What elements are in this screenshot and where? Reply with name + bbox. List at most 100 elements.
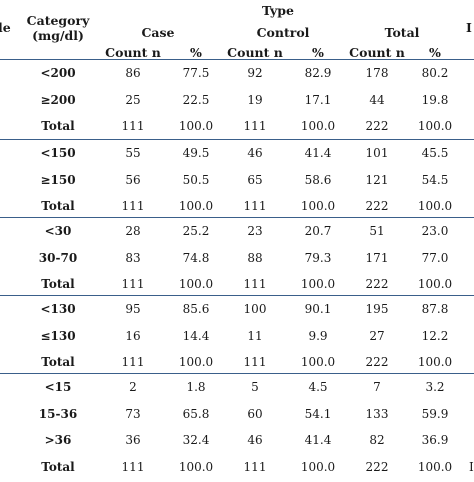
control-header: Control [256,25,310,40]
table-row: <130 95 85.6 100 90.1 195 87.8 [0,298,474,324]
control-percent-cell: 58.6 [304,172,332,187]
case-count-cell: 111 [121,459,145,474]
case-count-cell: 55 [125,146,141,160]
row-category-label: <30 [44,224,72,238]
total-count-cell: 7 [373,380,381,394]
row-category-label: Total [41,459,75,474]
case-percent-cell: 1.8 [186,380,206,394]
case-percent-cell: 22.5 [182,92,210,107]
case-count-cell: 111 [121,277,145,291]
case-percent-cell: 65.8 [182,406,210,421]
case-percent-cell: 50.5 [182,172,210,187]
control-count-cell: 46 [247,146,263,160]
control-percent-cell: 79.3 [304,250,332,265]
total-percent-cell: 54.5 [421,172,449,187]
control-percent-cell: 17.1 [304,92,332,107]
total-count-cell: 51 [369,224,385,238]
total-count-cell: 195 [365,302,389,316]
case-header: Case [141,25,175,40]
total-percent-cell: 12.2 [421,328,449,343]
control-percent-cell: 54.1 [304,406,332,421]
right-cut-column-header: I [466,20,472,35]
total-count-cell: 222 [365,355,389,369]
control-percent-cell: 90.1 [304,302,332,316]
case-count-cell: 28 [125,224,141,238]
case-count-cell: 25 [125,92,141,107]
total-percent-cell: 100.0 [417,119,453,133]
case-percent-cell: 14.4 [182,328,210,343]
control-percent-cell: 41.4 [304,146,332,160]
control-count-cell: 111 [243,119,267,133]
control-percent-cell: 100.0 [300,277,336,291]
total-percent-cell: 100.0 [417,199,453,213]
row-category-label: Total [41,199,75,213]
total-count-cell: 133 [365,406,389,421]
case-percent-cell: 100.0 [178,355,214,369]
total-count-cell: 44 [369,92,385,107]
total-percent-cell: 59.9 [421,406,449,421]
case-percent-header: % [190,45,202,60]
control-count-cell: 111 [243,199,267,213]
category-header-line1: Category [26,13,90,28]
table-row: 15-36 73 65.8 60 54.1 133 59.9 [0,403,474,429]
case-percent-cell: 100.0 [178,277,214,291]
case-count-cell: 83 [125,250,141,265]
row-category-label: 30-70 [38,250,78,265]
total-count-cell: 222 [365,459,389,474]
table-row: <150 55 49.5 46 41.4 101 45.5 [0,142,474,168]
case-percent-cell: 100.0 [178,199,214,213]
total-row: Total 111 100.0 111 100.0 222 100.0 [0,273,474,299]
row-category-label: 15-36 [38,406,78,421]
total-percent-cell: 100.0 [417,277,453,291]
row-category-label: ≤130 [40,328,76,343]
control-count-cell: 60 [247,406,263,421]
control-percent-cell: 100.0 [300,355,336,369]
total-percent-header: % [429,45,441,60]
case-count-cell: 16 [125,328,141,343]
case-percent-cell: 74.8 [182,250,210,265]
case-percent-cell: 100.0 [178,119,214,133]
total-count-cell: 101 [365,146,389,160]
case-count-cell: 111 [121,199,145,213]
case-count-cell: 111 [121,119,145,133]
control-count-cell: 111 [243,277,267,291]
case-count-header: Count n [105,45,161,60]
total-count-cell: 222 [365,277,389,291]
table-row: <30 28 25.2 23 20.7 51 23.0 [0,220,474,246]
row-category-label: ≥150 [40,172,76,187]
total-header: Total [384,25,420,40]
table-row: ≥200 25 22.5 19 17.1 44 19.8 [0,89,474,115]
row-category-label: Total [41,119,75,133]
total-percent-cell: 3.2 [425,380,445,394]
case-percent-cell: 49.5 [182,146,210,160]
total-percent-cell: 77.0 [421,250,449,265]
row-category-label: <130 [40,302,76,316]
right-cut-cell: I [469,459,474,474]
type-header: Type [262,3,294,18]
case-count-cell: 86 [125,66,141,80]
control-count-cell: 46 [247,433,263,447]
group-divider [0,295,474,296]
table-row: <200 86 77.5 92 82.9 178 80.2 [0,62,474,88]
table-row: <15 2 1.8 5 4.5 7 3.2 [0,376,474,402]
table-row: >36 36 32.4 46 41.4 82 36.9 [0,429,474,455]
control-percent-cell: 100.0 [300,119,336,133]
control-count-cell: 19 [247,92,263,107]
table-row: ≥150 56 50.5 65 58.6 121 54.5 [0,169,474,195]
control-percent-cell: 82.9 [304,66,332,80]
case-count-cell: 56 [125,172,141,187]
total-count-header: Count n [349,45,405,60]
group-divider [0,59,474,60]
case-count-cell: 73 [125,406,141,421]
control-count-cell: 111 [243,355,267,369]
total-count-cell: 222 [365,199,389,213]
case-count-cell: 36 [125,433,141,447]
total-percent-cell: 87.8 [421,302,449,316]
left-cut-column-header: le [0,20,11,35]
control-count-cell: 11 [247,328,263,343]
case-percent-cell: 77.5 [182,66,210,80]
total-row: Total 111 100.0 111 100.0 222 100.0 I [0,456,474,482]
case-count-cell: 2 [129,380,137,394]
control-percent-cell: 4.5 [308,380,328,394]
control-count-cell: 5 [251,380,259,394]
